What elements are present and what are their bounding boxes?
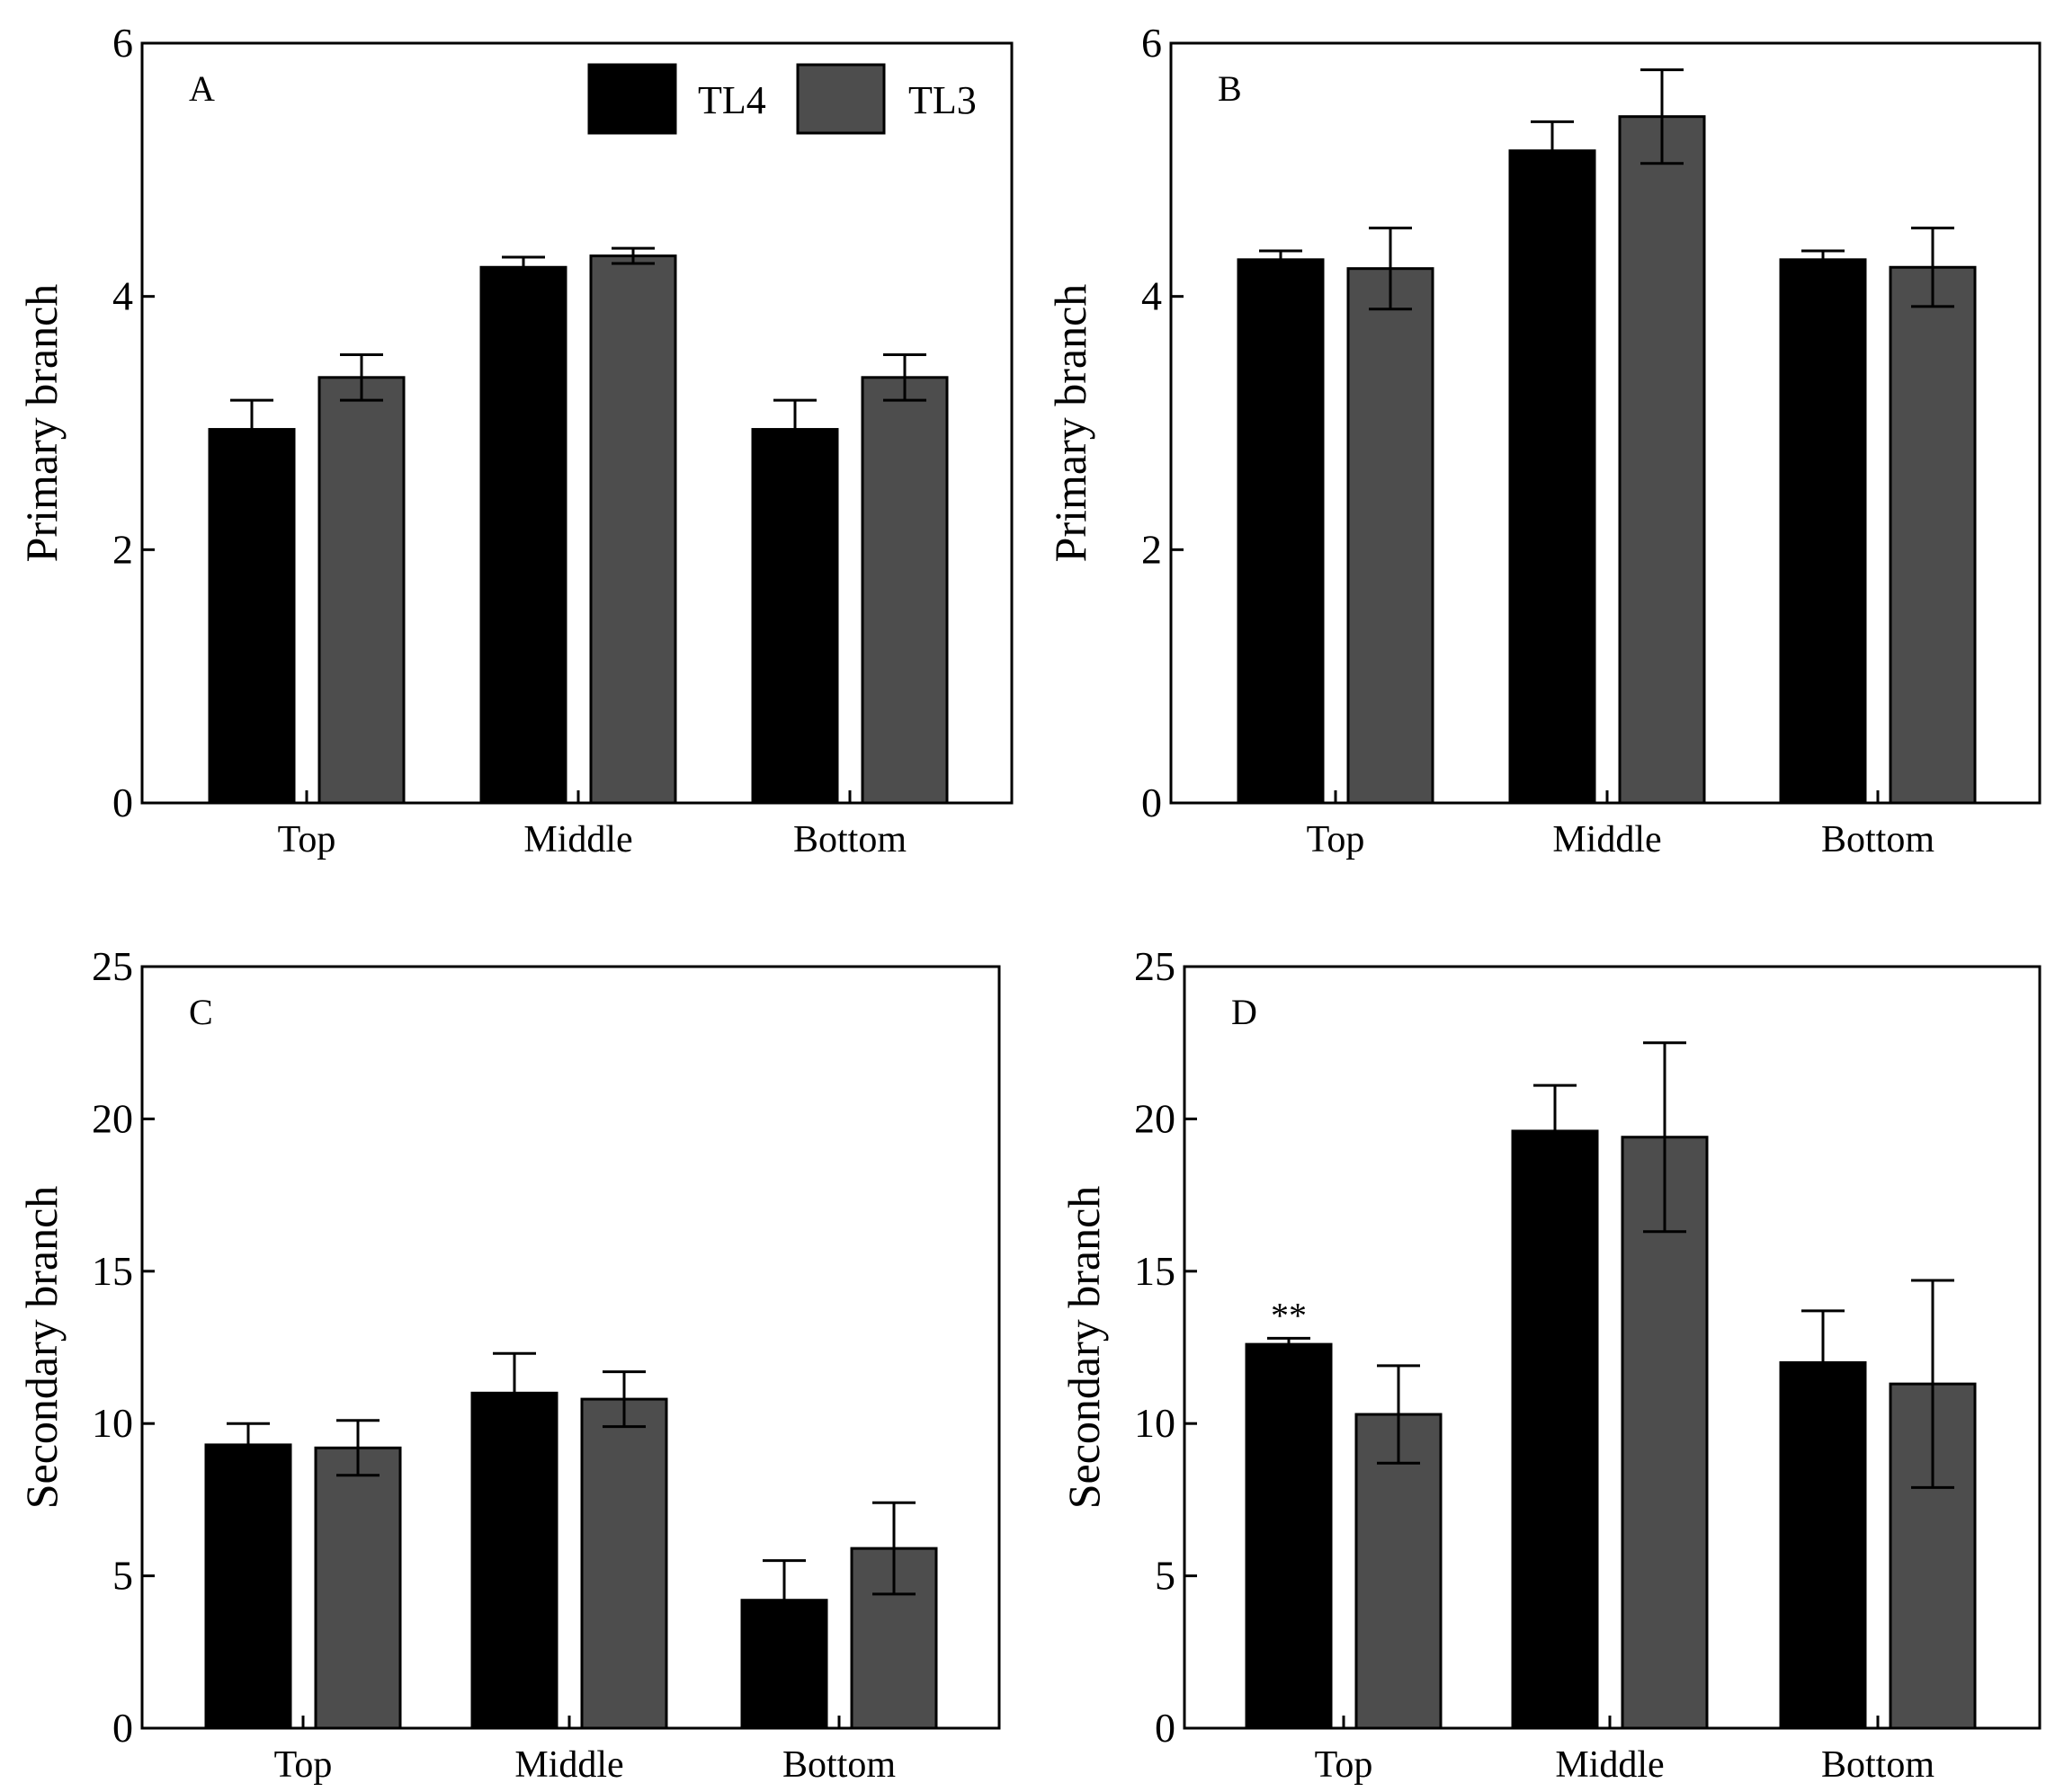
y-tick-label-d: 25: [1134, 943, 1175, 989]
bar-b-tl3: [1346, 267, 1434, 805]
bar-a-tl3: [317, 376, 406, 805]
legend-swatch-tl4: [587, 63, 677, 135]
bar-a-tl4: [751, 428, 839, 805]
panel-letter-c: C: [189, 992, 213, 1032]
legend-label-tl3: TL3: [908, 78, 977, 122]
bar-b-tl4: [1237, 258, 1325, 805]
legend-label-tl4: TL4: [698, 78, 766, 122]
panel-letter-b: B: [1218, 68, 1242, 109]
y-tick-label-d: 0: [1155, 1705, 1175, 1751]
y-tick-label-a: 2: [112, 526, 133, 572]
panel-letter-d: D: [1231, 992, 1257, 1032]
x-category-label-c: Bottom: [782, 1744, 896, 1786]
plot-frame-d: [1183, 965, 2042, 1730]
bar-c-tl3: [580, 1397, 668, 1730]
x-category-label-c: Top: [274, 1744, 333, 1786]
y-tick-label-c: 5: [112, 1553, 133, 1599]
y-axis-label-a: Primary branch: [16, 284, 67, 563]
bar-d-tl4: [1779, 1360, 1867, 1730]
y-tick-label-b: 4: [1141, 273, 1162, 319]
bar-b-tl4: [1779, 258, 1867, 805]
bar-d-tl4: [1511, 1129, 1599, 1730]
bar-b-tl3: [1889, 265, 1977, 805]
y-tick-label-c: 15: [92, 1248, 133, 1294]
x-category-label-b: Top: [1307, 819, 1365, 860]
x-category-label-d: Top: [1315, 1744, 1373, 1786]
x-category-label-d: Middle: [1555, 1744, 1664, 1786]
y-tick-label-b: 6: [1141, 20, 1162, 66]
bar-c-tl4: [470, 1391, 558, 1730]
x-category-label-b: Bottom: [1821, 819, 1934, 860]
x-category-label-d: Bottom: [1821, 1744, 1934, 1786]
y-tick-label-a: 0: [112, 780, 133, 825]
x-category-label-c: Middle: [514, 1744, 623, 1786]
bar-c-tl4: [204, 1443, 292, 1730]
y-tick-label-d: 20: [1134, 1095, 1175, 1141]
bar-c-tl3: [314, 1446, 402, 1730]
x-category-label-a: Middle: [523, 819, 632, 860]
y-tick-label-a: 6: [112, 20, 133, 66]
y-tick-label-c: 25: [92, 943, 133, 989]
panel-c: C 0 5 10 15 20 25 Secondary branch Top Middle Bott…: [16, 943, 1001, 1786]
y-tick-label-c: 20: [92, 1095, 133, 1141]
x-category-label-b: Middle: [1552, 819, 1661, 860]
bar-d-tl3: [1621, 1136, 1709, 1730]
bar-d-tl4: [1245, 1342, 1333, 1730]
y-tick-label-d: 15: [1134, 1248, 1175, 1294]
y-tick-label-b: 2: [1141, 526, 1162, 572]
y-tick-label-c: 0: [112, 1705, 133, 1751]
y-tick-label-a: 4: [112, 273, 133, 319]
y-axis-label-b: Primary branch: [1045, 284, 1095, 563]
significance-annotation-d: **: [1271, 1295, 1307, 1335]
bar-d-tl3: [1354, 1413, 1443, 1730]
bar-b-tl4: [1508, 149, 1596, 805]
bar-a-tl4: [479, 265, 567, 805]
x-category-label-a: Top: [278, 819, 336, 860]
legend-swatch-tl3: [796, 63, 886, 135]
panel-letter-a: A: [189, 68, 215, 109]
panel-b: B 0 2 4 6 Primary branch Top Middle Bottom: [1045, 20, 2042, 860]
y-tick-label-d: 5: [1155, 1553, 1175, 1599]
y-axis-label-c: Secondary branch: [16, 1186, 67, 1510]
bar-a-tl3: [589, 254, 677, 805]
chart-panels: A 0 2 4 6 Primary branch Top Middle Bottom B 0 2 4 6 P…: [16, 20, 2042, 1786]
y-tick-label-d: 10: [1134, 1400, 1175, 1446]
y-tick-label-b: 0: [1141, 780, 1162, 825]
bar-b-tl3: [1618, 115, 1706, 805]
y-axis-label-d: Secondary branch: [1059, 1186, 1109, 1510]
plot-frame-b: [1169, 41, 2042, 805]
bar-a-tl4: [208, 428, 296, 805]
y-tick-label-c: 10: [92, 1400, 133, 1446]
legend: TL4 TL3: [587, 63, 977, 135]
panel-d: D 0 5 10 15 20 25 Secondary branch Top Middle Bott…: [1059, 943, 2042, 1786]
panel-a: A 0 2 4 6 Primary branch Top Middle Bottom: [16, 20, 1014, 860]
bar-a-tl3: [861, 376, 949, 805]
x-category-label-a: Bottom: [793, 819, 907, 860]
